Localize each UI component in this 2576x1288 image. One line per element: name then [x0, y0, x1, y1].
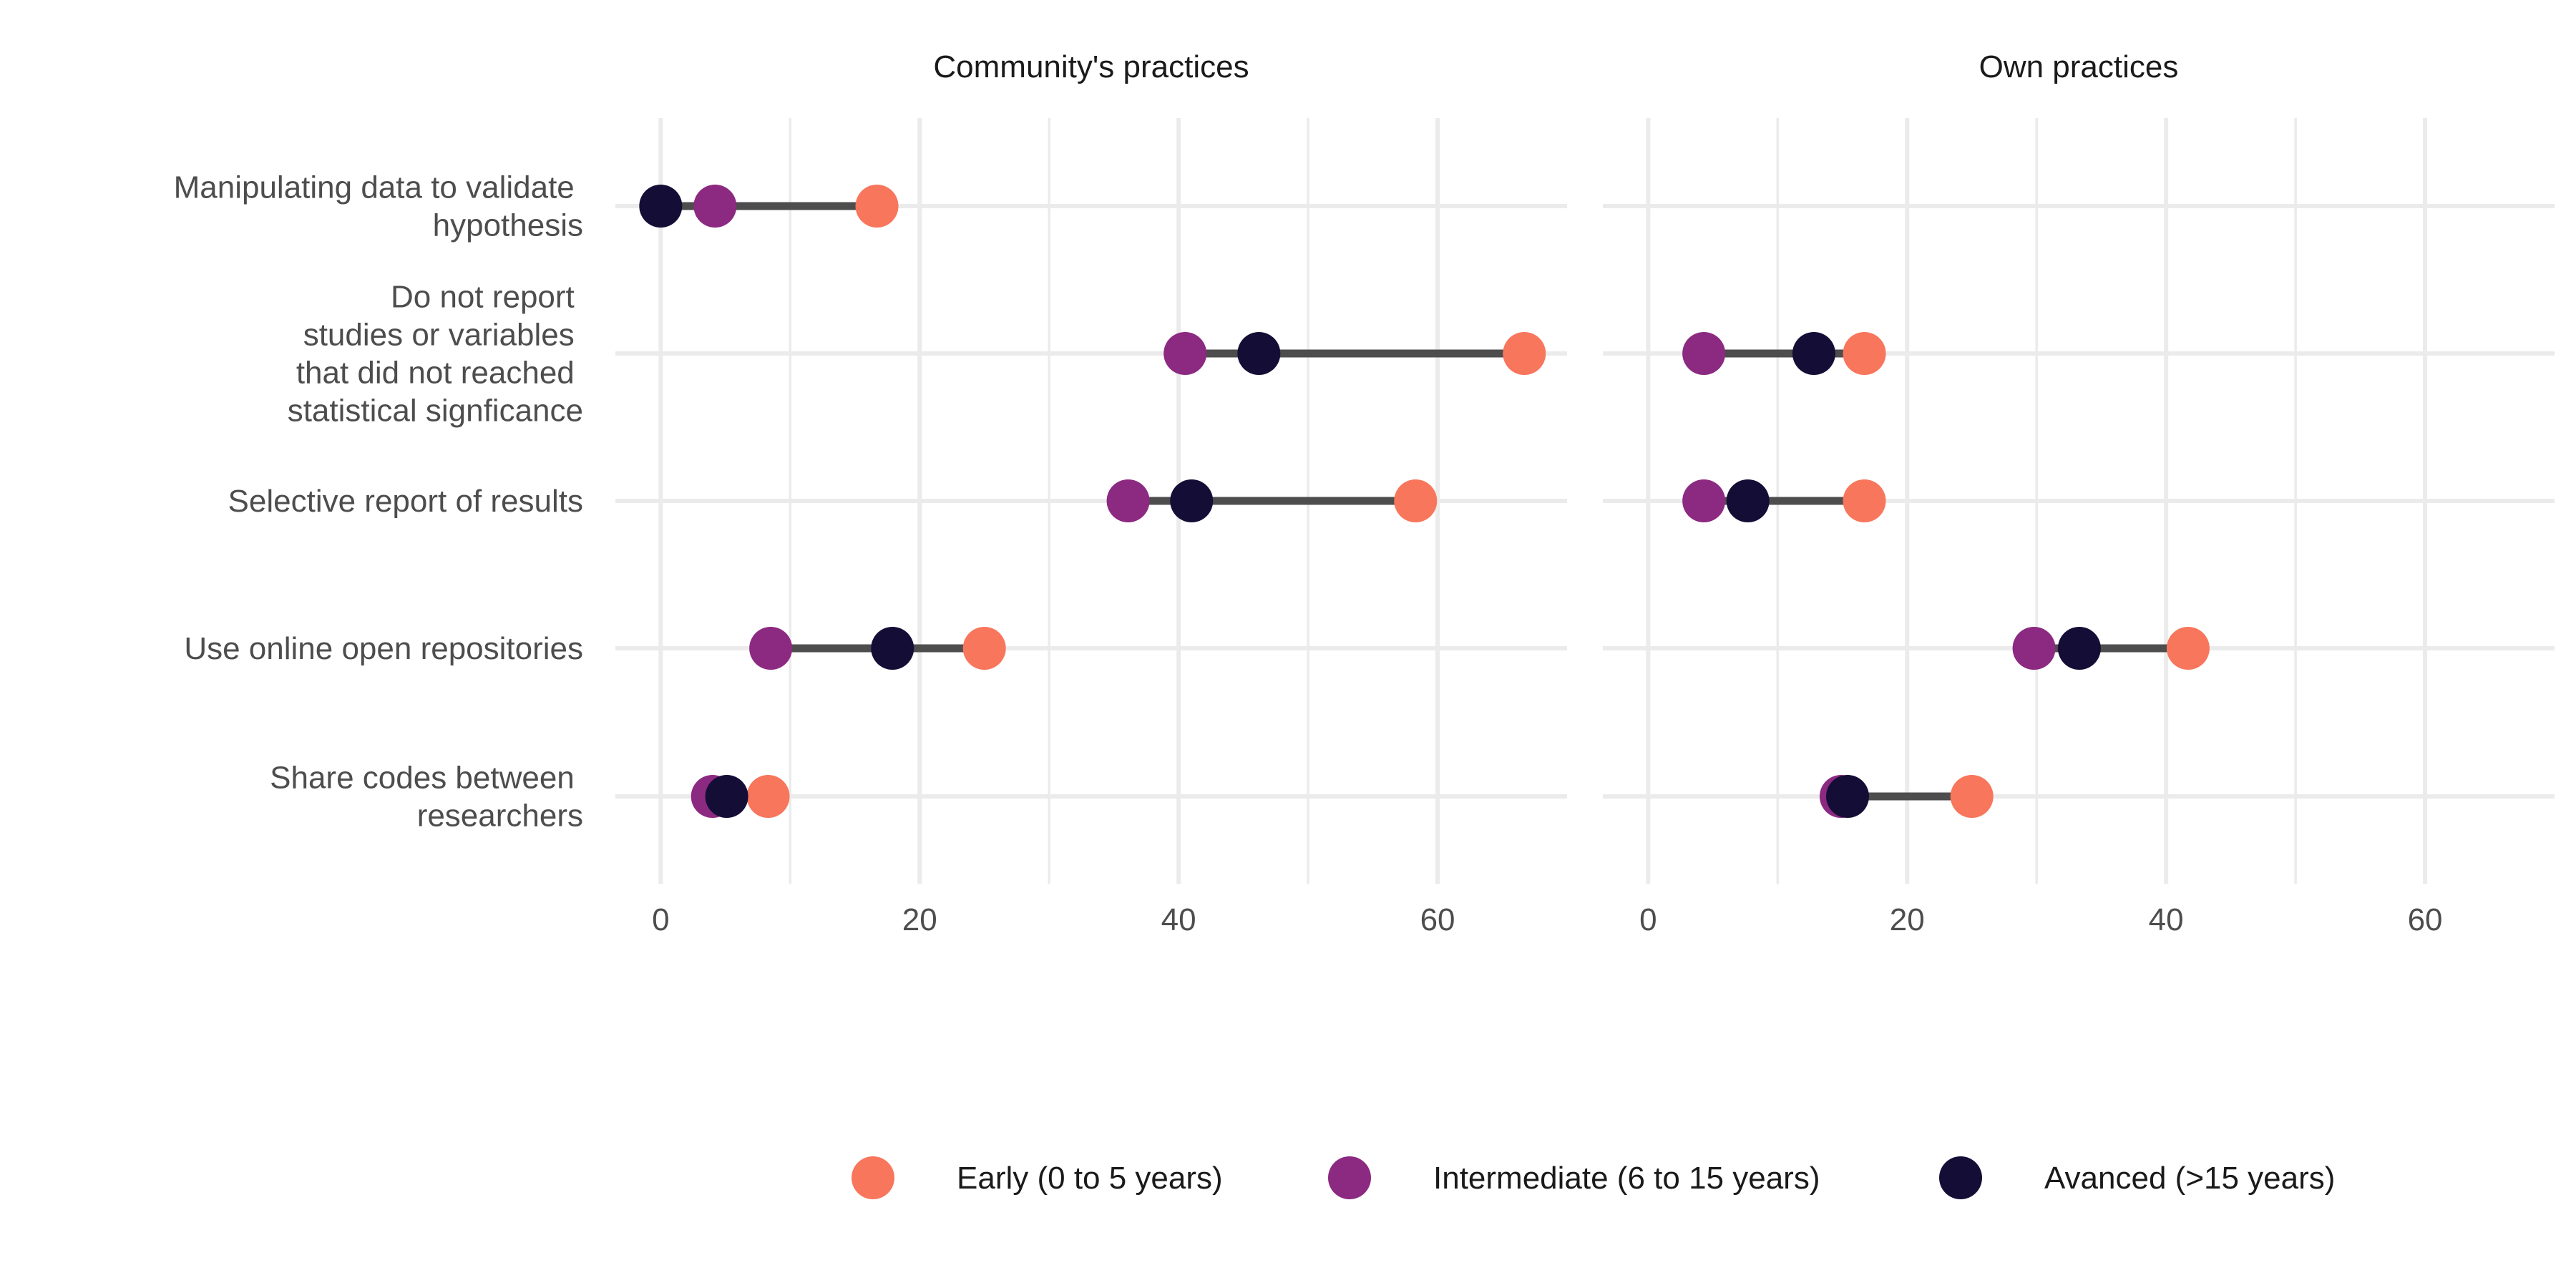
category-label: Share codes between researchers: [270, 761, 583, 834]
category-label: Use online open repositories: [184, 631, 583, 666]
point-series-1: [1843, 332, 1886, 375]
point-series-1: [1843, 479, 1886, 522]
x-tick-label: 0: [1639, 902, 1657, 937]
point-series-3: [1237, 332, 1281, 375]
category-label-line: Use online open repositories: [184, 631, 583, 666]
x-tick-label: 40: [2149, 902, 2184, 937]
category-label-line: statistical signficance: [288, 394, 583, 429]
point-series-3: [871, 627, 914, 670]
dumbbell-row: [1819, 775, 1994, 818]
legend-label: Intermediate (6 to 15 years): [1433, 1161, 1820, 1196]
category-label: Do not report studies or variables that …: [288, 280, 583, 429]
grid: [1603, 118, 2555, 884]
point-series-3: [639, 185, 683, 228]
legend-swatch: [1328, 1156, 1371, 1199]
legend-item: Avanced (>15 years): [1939, 1156, 2335, 1199]
point-series-1: [962, 627, 1006, 670]
category-label-line: Selective report of results: [228, 484, 583, 519]
dumbbell-row: [1163, 332, 1546, 375]
point-series-2: [693, 185, 737, 228]
legend-item: Early (0 to 5 years): [852, 1156, 1223, 1199]
panel-title: Community's practices: [933, 49, 1249, 84]
legend-swatch: [852, 1156, 894, 1199]
category-label-line: Manipulating data to validate: [174, 170, 583, 205]
point-series-2: [1163, 332, 1207, 375]
category-label-line: Share codes between: [270, 761, 583, 796]
panel-2: Own practices 0 20 40 60: [1603, 49, 2555, 937]
category-label: Manipulating data to validate hypothesis: [174, 170, 583, 243]
point-series-3: [1726, 479, 1770, 522]
x-tick-label: 60: [1420, 902, 1455, 937]
point-series-1: [855, 185, 899, 228]
point-series-1: [1950, 775, 1994, 818]
point-series-3: [2057, 627, 2101, 670]
point-series-1: [2166, 627, 2210, 670]
point-series-2: [1682, 479, 1726, 522]
category-label: Selective report of results: [228, 484, 583, 519]
x-tick-label: 40: [1161, 902, 1196, 937]
legend-label: Early (0 to 5 years): [957, 1161, 1223, 1196]
dumbbell-row: [749, 627, 1006, 670]
dumbbell-row: [1682, 479, 1886, 522]
dumbbell-row: [2012, 627, 2210, 670]
point-series-3: [705, 775, 748, 818]
point-series-1: [1394, 479, 1438, 522]
point-series-2: [2012, 627, 2056, 670]
category-label-line: Do not report: [391, 280, 583, 315]
legend: Early (0 to 5 years) Intermediate (6 to 1…: [852, 1156, 2335, 1199]
point-series-2: [749, 627, 793, 670]
legend-item: Intermediate (6 to 15 years): [1328, 1156, 1820, 1199]
point-series-1: [1503, 332, 1546, 375]
category-label-line: studies or variables: [303, 318, 583, 353]
panel-1: Community's practices 0 20 40 60: [615, 49, 1567, 937]
legend-swatch: [1939, 1156, 1982, 1199]
dumbbell-row: [1106, 479, 1438, 522]
category-label-line: researchers: [417, 799, 583, 834]
x-tick-label: 0: [652, 902, 669, 937]
category-label-line: that did not reached: [296, 356, 583, 391]
dumbbell-row: [1682, 332, 1886, 375]
x-tick-label: 20: [1890, 902, 1925, 937]
y-axis-labels: Manipulating data to validate hypothesis…: [174, 170, 583, 834]
point-series-1: [746, 775, 790, 818]
dumbbell-row: [691, 775, 790, 818]
dumbbell-row: [639, 185, 899, 228]
point-series-2: [1106, 479, 1150, 522]
point-series-3: [1170, 479, 1214, 522]
panel-title: Own practices: [1979, 49, 2179, 84]
x-tick-label: 20: [902, 902, 937, 937]
point-series-3: [1826, 775, 1869, 818]
x-tick-label: 60: [2408, 902, 2443, 937]
category-label-line: hypothesis: [433, 208, 583, 243]
point-series-3: [1792, 332, 1835, 375]
point-series-2: [1682, 332, 1726, 375]
legend-label: Avanced (>15 years): [2044, 1161, 2335, 1196]
